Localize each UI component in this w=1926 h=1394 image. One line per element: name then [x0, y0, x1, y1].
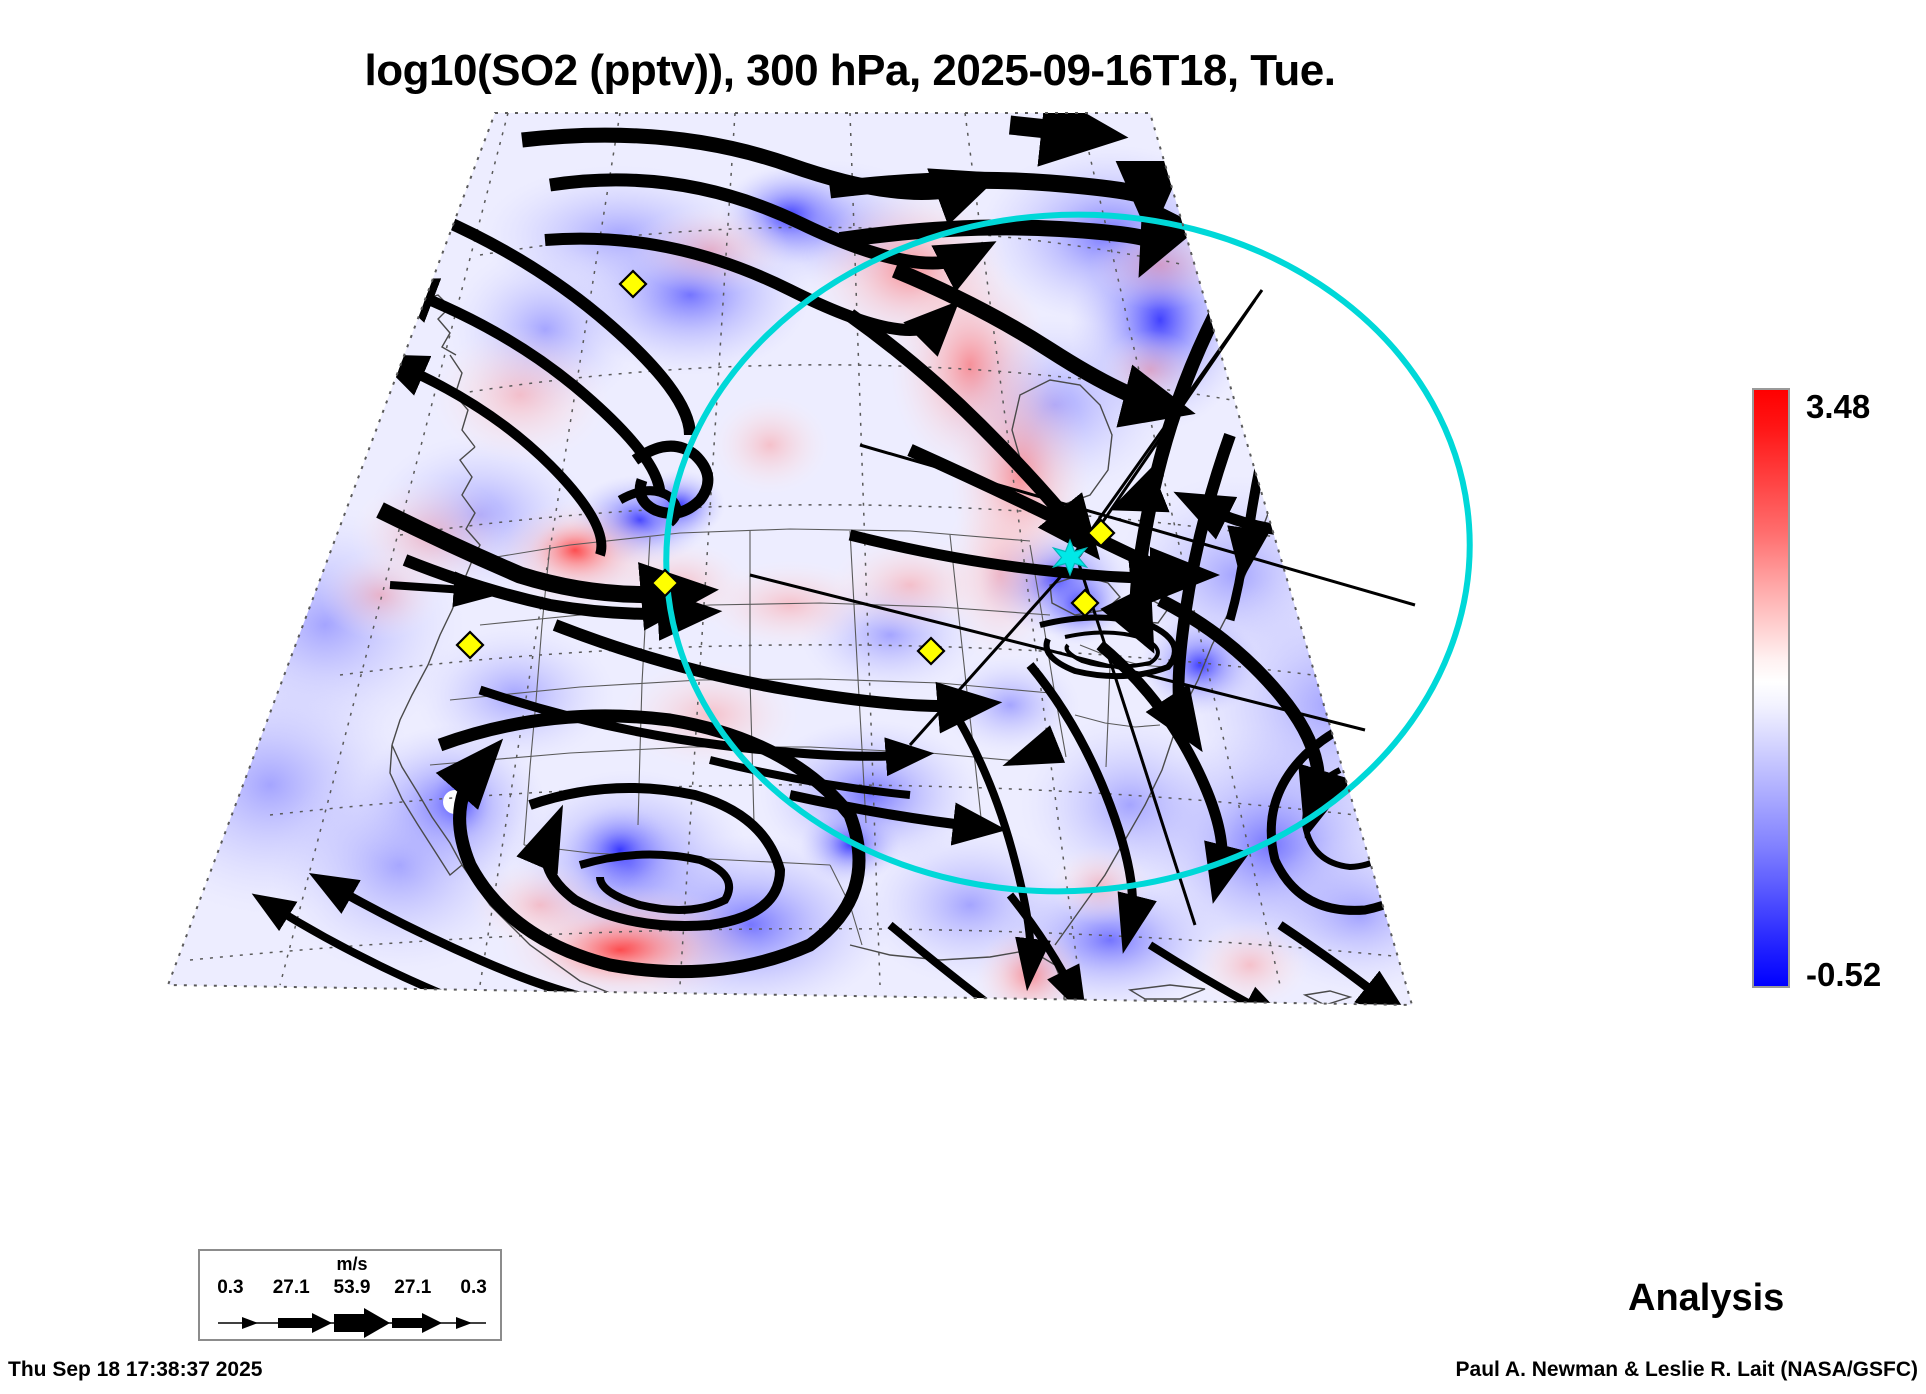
- wind-speed-legend: m/s 0.3 27.1 53.9 27.1 0.3: [198, 1249, 502, 1341]
- wind-tick-label: 0.3: [460, 1277, 487, 1298]
- analysis-label: Analysis: [1628, 1277, 1785, 1319]
- wind-tick-label: 0.3: [217, 1277, 244, 1298]
- center-star-marker[interactable]: [1051, 538, 1089, 577]
- render-timestamp: Thu Sep 18 17:38:37 2025: [8, 1358, 263, 1381]
- station-marker-diamond[interactable]: [650, 568, 680, 598]
- colorbar-min-label: -0.52: [1806, 956, 1882, 993]
- colorbar-max-label: 3.48: [1806, 388, 1871, 425]
- wind-units-label: m/s: [336, 1254, 368, 1274]
- map-svg[interactable]: [150, 105, 1550, 1195]
- colorbar[interactable]: [1752, 388, 1790, 988]
- wind-tick-label: 27.1: [394, 1277, 432, 1298]
- station-markers[interactable]: [455, 269, 1116, 666]
- wind-streamlines: [251, 113, 1412, 1005]
- so2-scalar-field: [168, 113, 1412, 1005]
- wind-arrow-scale: [200, 1305, 504, 1341]
- map-plot-area[interactable]: [150, 105, 1550, 1195]
- colorbar-gradient[interactable]: [1752, 388, 1790, 988]
- station-marker-diamond[interactable]: [1070, 588, 1100, 618]
- station-marker-diamond[interactable]: [916, 636, 946, 666]
- author-credit: Paul A. Newman & Leslie R. Lait (NASA/GS…: [1455, 1358, 1918, 1381]
- wind-tick-labels: 0.3 27.1 53.9 27.1 0.3: [200, 1277, 504, 1299]
- wind-tick-label: 53.9: [333, 1277, 371, 1298]
- station-marker-diamond[interactable]: [618, 269, 648, 299]
- station-marker-diamond[interactable]: [1086, 518, 1116, 548]
- station-marker-diamond[interactable]: [455, 630, 485, 660]
- great-circle-paths: [749, 289, 1416, 926]
- wind-tick-label: 27.1: [272, 1277, 310, 1298]
- page-title: log10(SO2 (pptv)), 300 hPa, 2025-09-16T1…: [364, 46, 1336, 95]
